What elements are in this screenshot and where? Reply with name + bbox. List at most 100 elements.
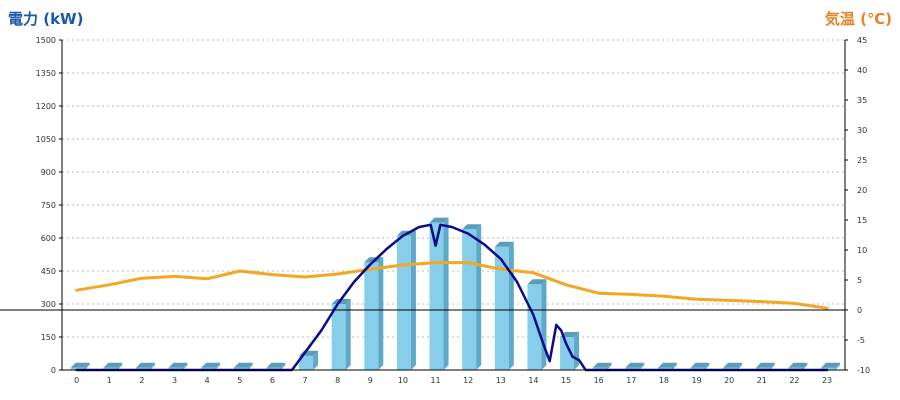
power-bar-side	[737, 362, 743, 370]
x-tick-label: 12	[463, 376, 473, 385]
ticks: 01503004506007509001050120013501500-10-5…	[36, 36, 870, 385]
y-right-tick-label: 20	[857, 186, 867, 195]
power-bar-side	[769, 362, 775, 370]
power-bar-side	[378, 257, 384, 370]
y-left-tick-label: 1050	[36, 135, 56, 144]
y-right-tick-label: -10	[857, 366, 870, 375]
power-bar-top	[168, 362, 188, 368]
power-bar	[364, 257, 384, 370]
x-tick-label: 7	[303, 376, 308, 385]
x-tick-label: 18	[659, 376, 669, 385]
power-bar	[429, 217, 449, 370]
y-left-tick-label: 300	[41, 300, 56, 309]
y-left-tick-label: 1350	[36, 69, 56, 78]
power-bar-top	[592, 362, 612, 368]
x-tick-label: 5	[237, 376, 242, 385]
power-bar	[527, 279, 547, 370]
power-bar-side	[835, 362, 841, 370]
power-bar-front	[299, 355, 314, 370]
x-tick-label: 22	[789, 376, 799, 385]
y-left-tick-label: 1200	[36, 102, 56, 111]
power-bar-side	[508, 241, 514, 370]
y-left-axis-label: 電力 (kW)	[8, 10, 84, 28]
power-bar-top	[135, 362, 155, 368]
power-bar-top	[494, 241, 514, 247]
power-bar-side	[704, 362, 710, 370]
y-left-tick-label: 0	[51, 366, 56, 375]
power-bar-side	[671, 362, 677, 370]
x-tick-label: 21	[757, 376, 767, 385]
y-right-tick-label: 45	[857, 36, 867, 45]
x-tick-label: 15	[561, 376, 571, 385]
y-right-tick-label: 15	[857, 216, 867, 225]
x-tick-label: 1	[107, 376, 112, 385]
y-left-tick-label: 600	[41, 234, 56, 243]
power-bar-top	[429, 217, 449, 223]
y-right-tick-label: -5	[857, 336, 865, 345]
power-bar-side	[280, 362, 286, 370]
power-bar-side	[541, 279, 547, 370]
power-bar-front	[821, 367, 836, 370]
power-bar	[560, 332, 580, 370]
temperature-line	[75, 261, 829, 310]
power-bar-top	[625, 362, 645, 368]
power-bar-side	[247, 362, 253, 370]
lines	[75, 223, 829, 372]
y-right-tick-label: 0	[857, 306, 862, 315]
power-bar-side	[410, 230, 416, 370]
x-tick-label: 14	[528, 376, 538, 385]
power-bar-side	[215, 362, 221, 370]
power-bar	[821, 362, 841, 370]
power-bar	[462, 224, 482, 370]
power-bar-side	[149, 362, 155, 370]
power-bar-front	[331, 304, 346, 370]
power-bar-top	[657, 362, 677, 368]
power-bar	[331, 299, 351, 370]
bars	[70, 217, 841, 370]
power-bar-side	[476, 224, 482, 370]
power-bar-side	[639, 362, 645, 370]
x-tick-label: 20	[724, 376, 734, 385]
power-bar-top	[266, 362, 286, 368]
power-bar-top	[755, 362, 775, 368]
x-tick-label: 13	[496, 376, 506, 385]
power-bar-front	[560, 337, 575, 370]
power-bar-top	[462, 224, 482, 230]
y-right-tick-label: 5	[857, 276, 862, 285]
x-tick-label: 2	[139, 376, 144, 385]
power-bar-front	[494, 246, 509, 370]
power-bar-side	[606, 362, 612, 370]
power-bar-top	[70, 362, 90, 368]
power-bar-front	[396, 235, 411, 370]
power-bar	[396, 230, 416, 370]
power-bar-side	[84, 362, 90, 370]
y-left-tick-label: 450	[41, 267, 56, 276]
x-tick-label: 17	[626, 376, 636, 385]
power-bar-side	[313, 350, 319, 370]
y-left-tick-label: 900	[41, 168, 56, 177]
x-tick-label: 3	[172, 376, 177, 385]
power-bar-top	[233, 362, 253, 368]
power-bar-front	[527, 284, 542, 370]
grid	[62, 39, 845, 338]
x-tick-label: 10	[398, 376, 408, 385]
power-bar-side	[443, 217, 449, 370]
x-tick-label: 19	[691, 376, 701, 385]
power-bar	[299, 350, 319, 370]
x-tick-label: 23	[822, 376, 832, 385]
axes	[0, 39, 848, 371]
y-right-tick-label: 30	[857, 126, 867, 135]
power-bar-top	[527, 279, 547, 285]
power-bar-top	[331, 299, 351, 304]
power-bar-top	[690, 362, 710, 368]
y-right-tick-label: 35	[857, 96, 867, 105]
power-bar-side	[117, 362, 123, 370]
y-left-tick-label: 1500	[36, 36, 56, 45]
y-right-tick-label: 25	[857, 156, 867, 165]
power-bar-side	[574, 332, 580, 370]
x-tick-label: 6	[270, 376, 275, 385]
power-bar-top	[201, 362, 221, 368]
power-bar-front	[462, 229, 477, 370]
power-bar-top	[788, 362, 808, 368]
power-bar-top	[723, 362, 743, 368]
